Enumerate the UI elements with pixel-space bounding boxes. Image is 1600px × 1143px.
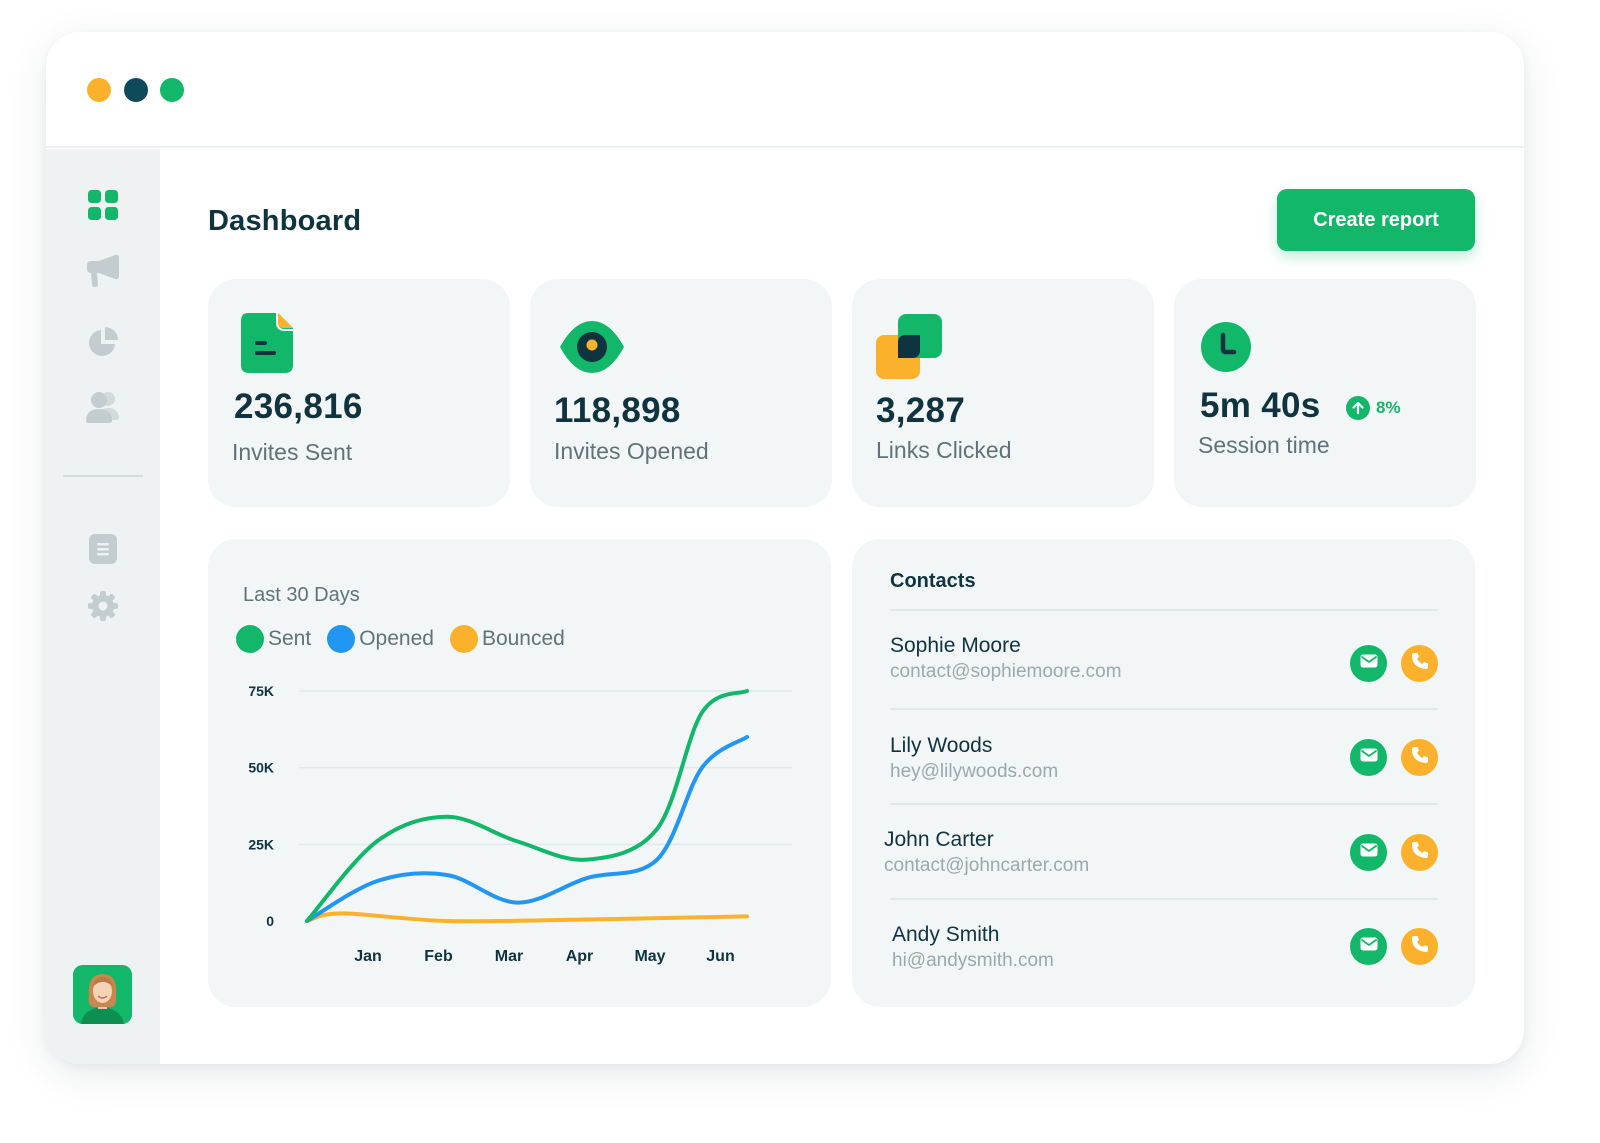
legend-label: Opened — [359, 627, 434, 650]
chart-panel: Last 30 Days Sent Opened Bounced 0 25 — [208, 539, 831, 1007]
contact-email[interactable]: hey@lilywoods.com — [890, 761, 1059, 782]
contact-email[interactable]: hi@andysmith.com — [892, 950, 1054, 971]
mail-icon — [1360, 654, 1378, 673]
pie-chart-icon[interactable] — [85, 324, 121, 360]
page-title: Dashboard — [208, 205, 362, 237]
contact-row[interactable]: John Carter contact@johncarter.com — [852, 828, 1475, 888]
stat-label: Links Clicked — [876, 437, 1012, 463]
stat-card-invites-opened[interactable]: 118,898 Invites Opened — [530, 279, 832, 507]
email-button[interactable] — [1350, 645, 1387, 682]
mail-icon — [1360, 748, 1378, 767]
series-line-opened — [305, 735, 749, 923]
user-avatar[interactable] — [73, 965, 132, 1024]
x-tick-label: Jun — [706, 948, 734, 965]
contact-row[interactable]: Sophie Moore contact@sophiemoore.com — [852, 634, 1475, 694]
arrow-up-icon — [1346, 396, 1370, 420]
x-tick-label: Mar — [495, 948, 523, 965]
main-content: Dashboard Create report 236,816 Invites … — [160, 149, 1524, 1064]
y-tick-label: 75K — [248, 683, 274, 699]
contacts-title: Contacts — [890, 570, 976, 592]
call-button[interactable] — [1401, 645, 1438, 682]
x-tick-label: Jan — [354, 948, 382, 965]
title-bar — [46, 32, 1524, 148]
legend-label: Sent — [268, 627, 312, 650]
legend-item-sent[interactable]: Sent — [236, 625, 311, 653]
email-button[interactable] — [1350, 739, 1387, 776]
legend-swatch — [449, 625, 478, 653]
stat-value: 118,898 — [554, 391, 681, 430]
legend-swatch — [236, 625, 264, 653]
stat-label: Invites Sent — [232, 439, 353, 465]
call-button[interactable] — [1401, 834, 1438, 871]
app-window: Dashboard Create report 236,816 Invites … — [46, 32, 1524, 1064]
trend-indicator: 8% — [1346, 396, 1401, 420]
legend-item-bounced[interactable]: Bounced — [449, 625, 565, 653]
overlap-squares-icon — [875, 313, 943, 386]
y-tick-label: 50K — [248, 760, 274, 776]
contact-email[interactable]: contact@sophiemoore.com — [890, 661, 1122, 682]
mail-icon — [1360, 937, 1378, 956]
trend-value: 8% — [1376, 398, 1401, 417]
window-dot-green[interactable] — [160, 78, 184, 102]
eye-icon — [558, 319, 626, 380]
contacts-panel: Contacts Sophie Moore contact@sophiemoor… — [852, 539, 1475, 1007]
create-report-button[interactable]: Create report — [1277, 189, 1475, 251]
phone-icon — [1411, 746, 1429, 769]
mail-icon — [1360, 843, 1378, 862]
y-tick-label: 0 — [266, 913, 274, 929]
window-dot-yellow[interactable] — [87, 78, 111, 102]
chart-title: Last 30 Days — [243, 584, 360, 606]
contact-name: Sophie Moore — [890, 634, 1021, 657]
sidebar-divider — [63, 475, 143, 477]
stat-value: 236,816 — [234, 387, 363, 426]
contact-row[interactable]: Andy Smith hi@andysmith.com — [852, 923, 1475, 983]
phone-icon — [1411, 935, 1429, 958]
stat-card-session-time[interactable]: 5m 40s 8% Session time — [1174, 279, 1476, 507]
stat-label: Invites Opened — [554, 438, 709, 464]
megaphone-icon[interactable] — [85, 253, 121, 289]
contact-row[interactable]: Lily Woods hey@lilywoods.com — [852, 734, 1475, 794]
call-button[interactable] — [1401, 928, 1438, 965]
y-tick-label: 25K — [248, 836, 274, 852]
document-icon[interactable] — [85, 531, 121, 567]
contacts-divider — [890, 803, 1438, 805]
legend-item-opened[interactable]: Opened — [327, 625, 434, 653]
legend-label: Bounced — [481, 627, 565, 650]
stat-card-invites-sent[interactable]: 236,816 Invites Sent — [208, 279, 510, 507]
chart-legend: Sent Opened Bounced — [236, 625, 581, 653]
call-button[interactable] — [1401, 739, 1438, 776]
grid-icon[interactable] — [85, 187, 121, 223]
contact-email[interactable]: contact@johncarter.com — [884, 855, 1090, 876]
line-chart: 0 25K 50K 75K Jan Feb Mar Apr May Jun — [248, 683, 792, 965]
contact-name: John Carter — [884, 828, 994, 851]
document-icon — [240, 312, 294, 379]
series-line-bounced — [305, 911, 749, 924]
email-button[interactable] — [1350, 834, 1387, 871]
stat-value: 5m 40s — [1200, 386, 1321, 425]
email-button[interactable] — [1350, 928, 1387, 965]
stat-label: Session time — [1198, 432, 1330, 458]
series-line-sent — [305, 689, 749, 923]
stat-card-links-clicked[interactable]: 3,287 Links Clicked — [852, 279, 1154, 507]
clock-icon — [1200, 321, 1252, 378]
contact-name: Lily Woods — [890, 734, 993, 757]
users-icon[interactable] — [85, 389, 121, 425]
x-tick-label: Apr — [566, 948, 594, 965]
gear-icon[interactable] — [85, 588, 121, 624]
stat-value: 3,287 — [876, 391, 966, 430]
legend-swatch — [327, 625, 356, 653]
contact-name: Andy Smith — [892, 923, 1000, 946]
x-tick-label: Feb — [424, 948, 453, 965]
x-tick-label: May — [634, 948, 665, 965]
phone-icon — [1411, 652, 1429, 675]
contacts-divider — [890, 898, 1438, 900]
sidebar — [46, 149, 160, 1064]
window-dot-dark[interactable] — [124, 78, 148, 102]
contacts-divider — [890, 609, 1438, 611]
phone-icon — [1411, 841, 1429, 864]
contacts-divider — [890, 708, 1438, 710]
